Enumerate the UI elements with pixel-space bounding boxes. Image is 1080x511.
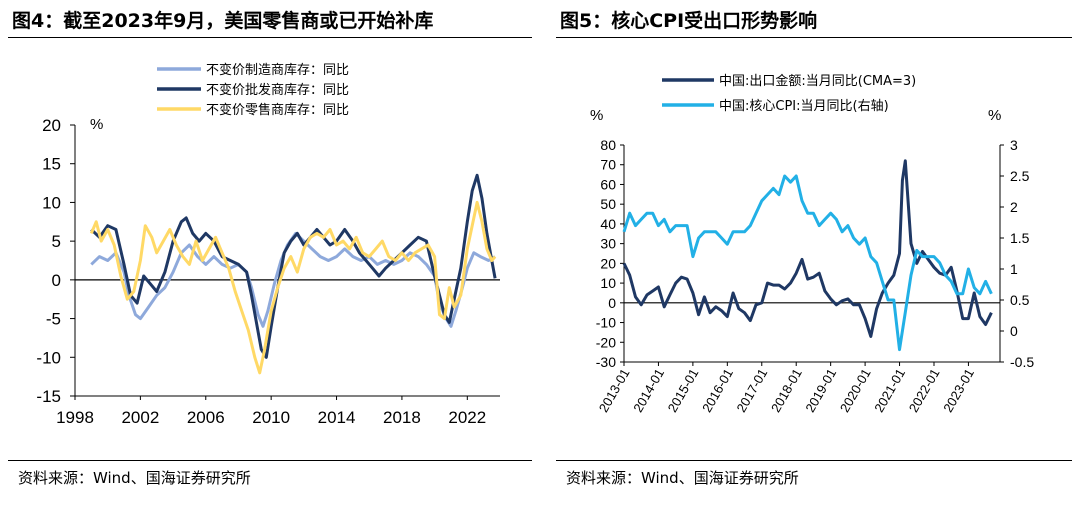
left-y-tick-label: 0 [608, 295, 616, 311]
right-y-tick-label: 1 [1010, 261, 1018, 277]
right-y-tick-label: 3 [1010, 137, 1018, 153]
right-y-tick-label: -0.5 [1010, 354, 1034, 370]
left-y-tick-label: 30 [600, 236, 616, 252]
x-tick-label: 1998 [56, 408, 94, 427]
right-y-tick-label: 1.5 [1010, 230, 1030, 246]
x-tick-label: 2022 [448, 408, 486, 427]
x-tick-label: 2023-01 [940, 366, 977, 415]
left-y-tick-label: 20 [600, 255, 616, 271]
x-tick-label: 2021-01 [871, 366, 908, 415]
right-y-tick-label: 0.5 [1010, 292, 1030, 308]
x-tick-label: 2002 [121, 408, 159, 427]
x-tick-label: 2016-01 [699, 366, 736, 415]
x-tick-label: 2006 [187, 408, 225, 427]
right-y-tick-label: 2 [1010, 199, 1018, 215]
right-y-axis-unit: % [988, 107, 1001, 124]
legend-label-1: 不变价制造商库存：同比 [206, 62, 349, 78]
y-tick-label: -15 [36, 387, 61, 406]
x-tick-label: 2017-01 [734, 366, 771, 415]
right-y-tick-label: 0 [1010, 323, 1018, 339]
x-tick-label: 2015-01 [665, 366, 702, 415]
x-tick-label: 2019-01 [802, 366, 839, 415]
y-tick-label: -5 [46, 310, 61, 329]
right-y-tick-label: 2.5 [1010, 168, 1030, 184]
series-line-3 [89, 200, 497, 375]
x-tick-label: 2010 [252, 408, 290, 427]
series-line-2 [622, 174, 993, 352]
series-line-1 [622, 159, 993, 338]
left-y-tick-label: 60 [600, 176, 616, 192]
left-y-tick-label: 10 [600, 275, 616, 291]
left-y-tick-label: 40 [600, 216, 616, 232]
right-title-rule [556, 37, 1072, 38]
left-y-tick-label: 70 [600, 157, 616, 173]
left-chart-panel: 图4：截至2023年9月，美国零售商或已开始补库 -15 -10 -5 0 5 10 15 2… [8, 10, 532, 487]
right-chart-title: 图5：核心CPI受出口形势影响 [560, 10, 818, 32]
left-source-rule [8, 460, 532, 461]
left-y-tick-label: -20 [596, 334, 616, 350]
legend-label-3: 不变价零售商库存：同比 [206, 102, 349, 118]
x-tick-label: 2014 [318, 408, 356, 427]
x-tick-label: 2020-01 [837, 366, 874, 415]
legend-label-2: 不变价批发商库存：同比 [206, 82, 349, 98]
left-y-axis-unit: % [590, 107, 603, 124]
left-y-tick-label: 80 [600, 137, 616, 153]
legend-label-1: 中国:出口金额:当月同比(CMA=3) [719, 73, 916, 89]
left-y-tick-label: 50 [600, 196, 616, 212]
y-tick-label: 10 [42, 193, 61, 212]
legend-label-2: 中国:核心CPI:当月同比(右轴) [719, 99, 889, 114]
right-source-text: 资料来源：Wind、国海证券研究所 [566, 469, 799, 487]
y-tick-label: 0 [52, 271, 61, 290]
y-axis-unit: % [90, 116, 103, 133]
left-source-text: 资料来源：Wind、国海证券研究所 [18, 469, 251, 487]
right-source-rule [556, 460, 1072, 461]
x-tick-label: 2013-01 [596, 366, 633, 415]
y-tick-label: 20 [42, 116, 61, 135]
left-title-rule [8, 37, 532, 38]
y-tick-label: 15 [42, 155, 61, 174]
series-line-2 [90, 173, 497, 359]
y-tick-label: 5 [52, 232, 61, 251]
left-y-tick-label: -10 [596, 315, 616, 331]
left-chart-title: 图4：截至2023年9月，美国零售商或已开始补库 [12, 10, 434, 32]
x-tick-label: 2022-01 [906, 366, 943, 415]
right-chart-panel: 图5：核心CPI受出口形势影响 -30 -20 -10 0 10 20 30 40 50 60 70… [548, 0, 1080, 511]
x-tick-label: 2018 [383, 408, 421, 427]
left-y-tick-label: -30 [596, 354, 616, 370]
x-tick-label: 2018-01 [768, 366, 805, 415]
y-tick-label: -10 [36, 348, 61, 367]
right-chart-svg: -30 -20 -10 0 10 20 30 40 50 60 70 80% -0.5 0 0.5 1 1.5 2… [590, 73, 1034, 415]
x-tick-label: 2014-01 [630, 366, 667, 415]
left-chart-svg: -15 -10 -5 0 5 10 15 20 % 1998 2002 2006 2010 2014 201… [36, 62, 500, 427]
